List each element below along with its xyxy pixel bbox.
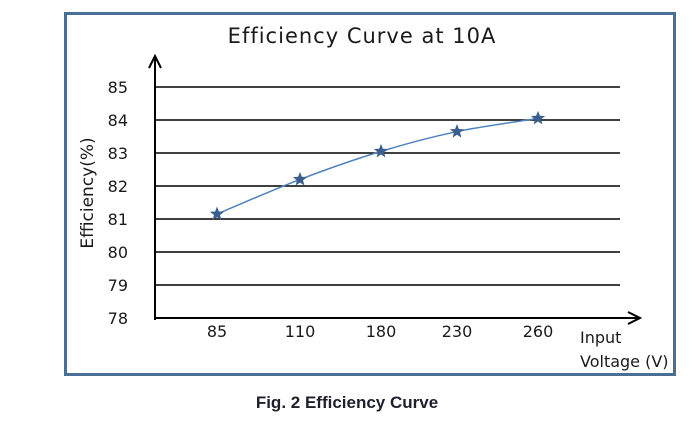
- y-tick-label: 80: [108, 243, 128, 262]
- y-tick-labels: 78 79 80 81 82 83 84 85: [108, 78, 128, 328]
- data-point-star-icon: [373, 143, 389, 158]
- data-point-star-icon: [449, 124, 465, 138]
- x-tick-label: 110: [285, 322, 316, 341]
- figure-caption: Fig. 2 Efficiency Curve: [255, 393, 439, 412]
- x-tick-label: 180: [366, 322, 397, 341]
- y-tick-label: 78: [108, 309, 128, 328]
- x-tick-label: 85: [207, 322, 227, 341]
- grid-lines: [155, 86, 620, 286]
- x-tick-labels: 85 110 180 230 260: [207, 322, 553, 341]
- y-axis-label: Efficiency(%): [78, 137, 98, 248]
- y-tick-label: 82: [108, 177, 128, 196]
- y-tick-label: 81: [108, 210, 128, 229]
- y-axis-arrow-icon: [148, 53, 162, 69]
- chart-frame: [64, 12, 676, 376]
- x-axis-arrow-icon: [627, 311, 643, 325]
- x-tick-label: 230: [442, 322, 473, 341]
- series-line: [216, 117, 539, 215]
- y-tick-label: 85: [108, 78, 128, 97]
- series-markers: [209, 110, 546, 221]
- y-axis: [148, 53, 162, 320]
- data-point-star-icon: [292, 171, 308, 186]
- y-tick-label: 79: [108, 276, 128, 295]
- y-tick-label: 84: [108, 111, 128, 130]
- chart-title: Efficiency Curve at 10A: [228, 24, 497, 48]
- data-point-star-icon: [209, 206, 225, 221]
- series-line-group: [216, 117, 539, 215]
- x-tick-label: 260: [523, 322, 554, 341]
- y-tick-label: 83: [108, 144, 128, 163]
- data-point-star-icon: [530, 110, 546, 125]
- x-axis-label: Voltage (V): [580, 352, 669, 371]
- x-axis: [155, 311, 643, 325]
- x-axis-label-prefix: Input: [580, 328, 621, 347]
